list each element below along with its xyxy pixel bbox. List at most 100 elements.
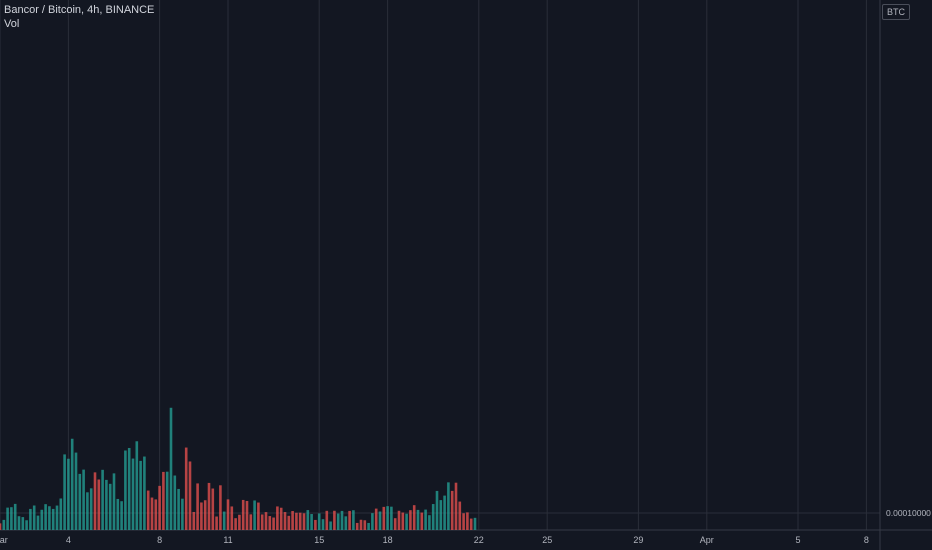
volume-bar xyxy=(32,505,36,530)
x-tick-label: 18 xyxy=(383,535,393,545)
volume-bar xyxy=(101,469,104,530)
volume-bar xyxy=(184,447,188,530)
volume-bar xyxy=(412,505,416,530)
volume-bar xyxy=(116,498,120,530)
volume-bar xyxy=(344,516,348,530)
x-tick-label: Mar xyxy=(0,535,8,545)
volume-bar xyxy=(234,518,237,530)
volume-bar xyxy=(249,514,253,530)
volume-bar xyxy=(0,523,2,530)
volume-bar xyxy=(283,512,287,530)
volume-bar xyxy=(93,472,97,530)
volume-bar xyxy=(6,507,9,530)
volume-bar xyxy=(13,503,17,530)
volume-bar xyxy=(127,447,131,530)
volume-bar xyxy=(177,488,180,530)
volume-bar xyxy=(340,510,344,530)
volume-bar xyxy=(222,511,226,530)
volume-bar xyxy=(105,479,108,530)
volume-bar xyxy=(211,488,215,530)
volume-bar xyxy=(264,512,268,530)
volume-bar xyxy=(447,482,450,530)
volume-bar xyxy=(374,508,378,530)
volume-bar xyxy=(135,441,139,530)
volume-bar xyxy=(63,454,66,530)
volume-bar xyxy=(428,515,431,530)
currency-badge[interactable]: BTC xyxy=(882,4,910,20)
volume-bar xyxy=(287,515,291,530)
volume-bar xyxy=(355,522,359,530)
volume-bar xyxy=(253,500,256,530)
volume-bar xyxy=(317,513,321,530)
volume-bar xyxy=(51,508,55,530)
volume-bar xyxy=(431,504,435,530)
volume-bar xyxy=(241,499,245,530)
x-tick-label: 5 xyxy=(795,535,800,545)
x-tick-label: 22 xyxy=(474,535,484,545)
volume-bar xyxy=(352,510,355,530)
volume-bar xyxy=(329,521,332,530)
chart-symbol-title: Bancor / Bitcoin, 4h, BINANCE xyxy=(4,4,155,16)
volume-bar xyxy=(466,512,469,530)
volume-bar xyxy=(67,458,70,530)
volume-bar xyxy=(89,488,93,530)
volume-bar xyxy=(310,514,313,530)
volume-bar xyxy=(40,509,44,530)
volume-bar xyxy=(401,512,405,530)
volume-bar xyxy=(469,518,473,530)
volume-bar xyxy=(2,519,6,530)
volume-bar xyxy=(169,407,173,530)
volume-bar xyxy=(424,509,427,530)
volume-bar xyxy=(367,522,370,530)
volume-bar xyxy=(314,519,317,530)
volume-bar xyxy=(154,499,158,530)
volume-bar xyxy=(10,507,13,530)
volume-bar xyxy=(203,500,207,530)
volume-bar xyxy=(131,458,135,530)
volume-bar xyxy=(276,506,279,530)
volume-bar xyxy=(450,490,454,530)
volume-bar xyxy=(363,520,367,530)
x-tick-label: 8 xyxy=(864,535,869,545)
volume-bar xyxy=(162,471,165,530)
volume-bar xyxy=(336,513,340,530)
volume-bar xyxy=(48,506,51,530)
volume-bar xyxy=(321,519,325,530)
volume-bar xyxy=(245,500,249,530)
volume-bar xyxy=(55,505,59,530)
volume-bar xyxy=(230,506,234,530)
volume-bar xyxy=(257,502,260,530)
x-tick-label: 11 xyxy=(223,535,232,545)
volume-bar xyxy=(325,510,329,530)
volume-bar xyxy=(207,482,211,530)
volume-bar xyxy=(215,516,218,530)
x-tick-label: 25 xyxy=(542,535,552,545)
volume-bar xyxy=(409,510,412,530)
volume-bar xyxy=(458,501,462,530)
volume-bar xyxy=(397,510,401,530)
volume-bar xyxy=(150,497,154,530)
volume-bar xyxy=(226,499,230,530)
x-tick-label: 4 xyxy=(66,535,71,545)
volume-bar xyxy=(143,456,146,530)
volume-bar xyxy=(78,473,82,530)
volume-bar xyxy=(192,511,196,530)
volume-bar xyxy=(44,504,47,530)
volume-bar xyxy=(112,473,116,530)
volume-bar xyxy=(405,513,408,530)
volume-bar xyxy=(70,438,74,530)
volume-bar xyxy=(268,516,272,530)
volume-bar xyxy=(333,510,336,530)
volume-bar xyxy=(29,508,32,530)
y-tick-label: 0.00010000 xyxy=(886,508,931,518)
volume-bar xyxy=(371,513,374,530)
volume-bar xyxy=(302,513,306,530)
volume-bar xyxy=(291,511,294,530)
volume-bar xyxy=(238,514,241,530)
volume-bar xyxy=(165,471,169,530)
x-tick-label: 8 xyxy=(157,535,162,545)
volume-bar xyxy=(279,507,283,530)
volume-bar xyxy=(359,519,363,530)
volume-bar xyxy=(219,485,222,530)
